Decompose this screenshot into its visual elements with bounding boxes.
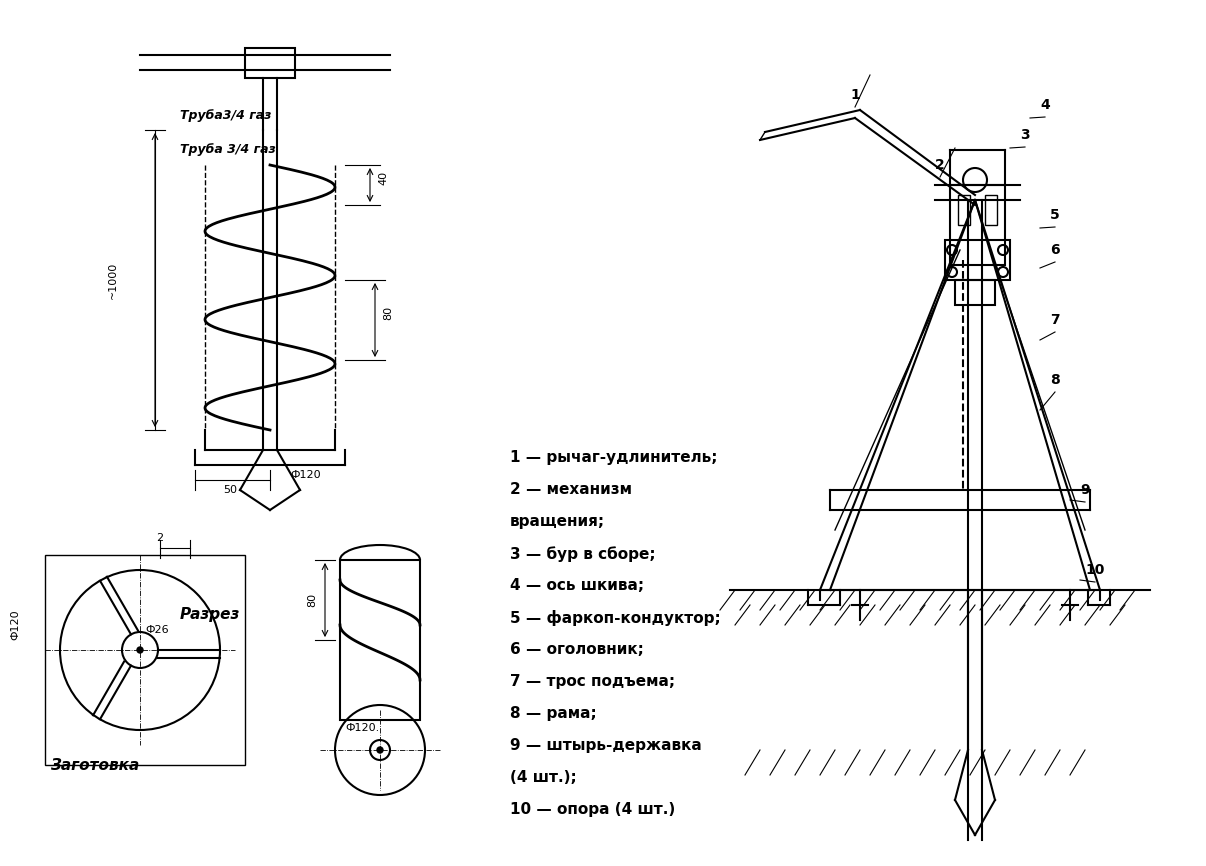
Text: 6 — оголовник;: 6 — оголовник; — [510, 642, 644, 657]
Text: 3 — бур в сборе;: 3 — бур в сборе; — [510, 546, 656, 562]
Text: 4: 4 — [1040, 98, 1050, 112]
Text: Разрез: Разрез — [180, 608, 240, 623]
Text: 80: 80 — [308, 593, 317, 607]
Text: 5: 5 — [1050, 208, 1060, 222]
Text: 3: 3 — [1020, 128, 1030, 142]
Bar — [950, 185, 1005, 265]
Text: 50: 50 — [223, 485, 238, 495]
Text: Труба3/4 газ: Труба3/4 газ — [180, 108, 271, 121]
Text: 9 — штырь-державка: 9 — штырь-державка — [510, 738, 702, 753]
Bar — [958, 195, 970, 225]
Text: Ф120: Ф120 — [10, 610, 21, 640]
Text: (4 шт.);: (4 шт.); — [510, 770, 576, 785]
Bar — [245, 48, 295, 78]
Text: 2: 2 — [157, 533, 164, 543]
Text: 10 — опора (4 шт.): 10 — опора (4 шт.) — [510, 802, 675, 817]
Bar — [340, 560, 420, 720]
Text: 2 — механизм: 2 — механизм — [510, 482, 632, 497]
Circle shape — [377, 747, 384, 753]
Text: Заготовка: Заготовка — [49, 758, 139, 772]
Text: 10: 10 — [1085, 563, 1105, 577]
Text: 40: 40 — [377, 171, 388, 185]
Text: Ф26: Ф26 — [145, 625, 169, 635]
Text: 7 — трос подъема;: 7 — трос подъема; — [510, 674, 675, 689]
Text: 9: 9 — [1081, 483, 1090, 497]
Text: Труба 3/4 газ: Труба 3/4 газ — [180, 144, 276, 157]
Text: 2: 2 — [935, 158, 944, 172]
Bar — [985, 195, 997, 225]
Bar — [955, 280, 995, 305]
Text: 1: 1 — [850, 88, 860, 102]
Bar — [946, 240, 1009, 280]
Text: 80: 80 — [384, 306, 393, 320]
Text: 8: 8 — [1050, 373, 1060, 387]
Circle shape — [137, 647, 144, 653]
Text: 7: 7 — [1050, 313, 1060, 327]
Text: 5 — фаркоп-кондуктор;: 5 — фаркоп-кондуктор; — [510, 610, 721, 626]
Bar — [45, 555, 245, 765]
Text: вращения;: вращения; — [510, 514, 605, 529]
Text: 1 — рычаг-удлинитель;: 1 — рычаг-удлинитель; — [510, 450, 718, 465]
Text: 8 — рама;: 8 — рама; — [510, 706, 597, 721]
Text: Ф120.: Ф120. — [345, 723, 379, 733]
Text: ~1000: ~1000 — [109, 262, 118, 299]
Text: 4 — ось шкива;: 4 — ось шкива; — [510, 578, 644, 593]
Text: Ф120: Ф120 — [289, 470, 321, 480]
Text: 6: 6 — [1050, 243, 1060, 257]
